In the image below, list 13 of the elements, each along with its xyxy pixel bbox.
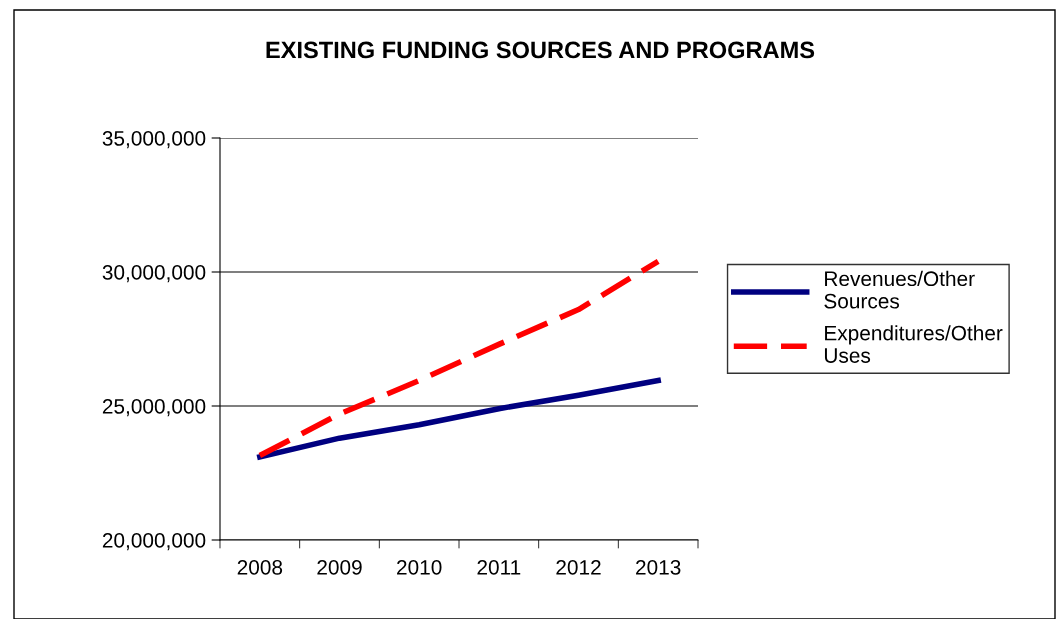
y-tick-label: 35,000,000 (102, 131, 206, 149)
chart-title: EXISTING FUNDING SOURCES AND PROGRAMS (266, 41, 815, 59)
x-tick-label: 2012 (556, 559, 601, 575)
x-tick-label: 2008 (237, 559, 283, 575)
y-tick-label: 25,000,000 (102, 399, 206, 417)
legend-label: Expenditures/Other Uses (824, 325, 1003, 363)
x-tick-label: 2013 (636, 559, 681, 575)
y-tick-label: 20,000,000 (102, 533, 206, 551)
x-tick-label: 2011 (477, 559, 521, 575)
y-tick-label: 30,000,000 (102, 265, 206, 283)
x-tick-label: 2010 (397, 559, 442, 575)
x-tick-label: 2009 (317, 559, 362, 575)
legend-label: Revenues/Other Sources (824, 270, 975, 309)
